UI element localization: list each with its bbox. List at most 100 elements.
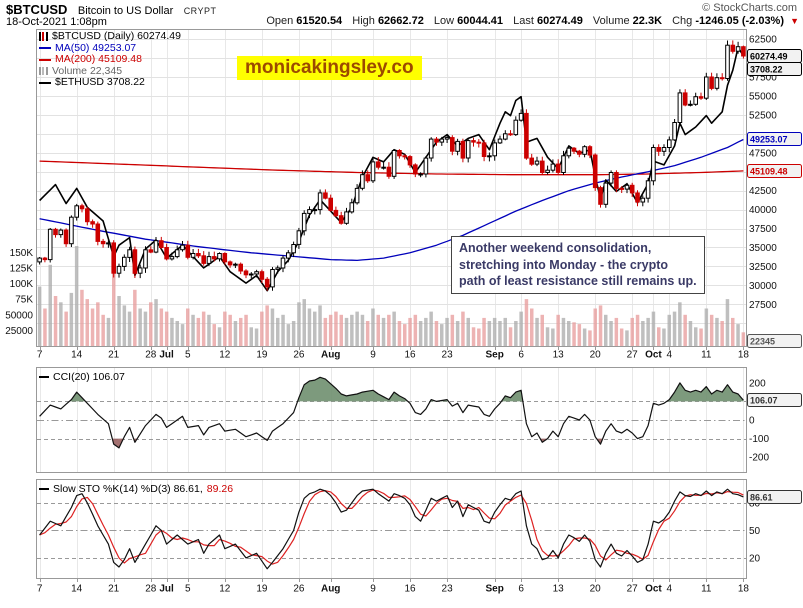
cci-line xyxy=(39,376,744,449)
candle-body xyxy=(307,209,312,214)
x-axis-label: 14 xyxy=(71,350,83,361)
volume-bar xyxy=(498,321,502,346)
candle-body xyxy=(524,112,529,159)
volume-axis-label: 125K xyxy=(10,263,34,274)
candle-body xyxy=(370,161,376,182)
legend-ma200-label: MA(200) 45109.48 xyxy=(55,53,142,65)
volume-bar xyxy=(212,324,216,346)
x-axis-label: 12 xyxy=(219,584,231,595)
candle-body xyxy=(365,174,370,182)
volume-bar xyxy=(503,317,507,346)
candle-body xyxy=(561,155,566,174)
legend-btcusd-label: $BTCUSD (Daily) 60274.49 xyxy=(52,30,181,42)
candle-body xyxy=(704,76,709,99)
sto-panel-border xyxy=(36,479,747,579)
stockcharts-copyright: © StockCharts.com xyxy=(702,2,797,14)
ethusd-value-badge xyxy=(747,62,802,76)
volume-bar xyxy=(678,302,682,347)
volume-value-badge-label: 22345 xyxy=(750,337,775,347)
volume-bar xyxy=(37,286,42,346)
volume-bar xyxy=(318,305,322,346)
volume-bar xyxy=(170,317,174,346)
candle-body xyxy=(312,209,318,212)
volume-bar xyxy=(286,324,291,346)
candle-body xyxy=(275,267,280,270)
volume-bar xyxy=(392,311,396,346)
x-axis-label: Jul xyxy=(159,584,174,595)
chart-header: $BTCUSD Bitcoin to US Dollar CRYPT xyxy=(6,1,217,19)
volume-bar xyxy=(736,324,740,346)
candle-body xyxy=(587,146,593,156)
volume-bar xyxy=(291,321,296,346)
volume-bar xyxy=(508,327,513,347)
change-down-triangle-icon: ▼ xyxy=(790,16,799,26)
x-axis-label: Oct xyxy=(645,584,662,595)
candle-body xyxy=(190,253,196,258)
candle-body xyxy=(555,163,561,173)
volume-bar xyxy=(191,314,195,347)
candle-body xyxy=(323,192,328,199)
candle-body xyxy=(598,187,603,205)
quote-chg-value: -1246.05 (-2.03%) xyxy=(695,15,785,27)
candle-body xyxy=(111,242,117,274)
volume-bar xyxy=(450,314,455,347)
volume-bar xyxy=(365,321,370,346)
volume-bar xyxy=(48,264,52,347)
candle-body xyxy=(354,187,360,204)
candle-body xyxy=(47,228,53,261)
quote-line: Open 61520.54 High 62662.72 Low 60044.41… xyxy=(259,15,799,27)
x-axis-label: 13 xyxy=(553,584,565,595)
volume-bar xyxy=(355,311,359,346)
candle-body xyxy=(206,256,212,264)
candle-body xyxy=(503,133,508,140)
cci-panel-border xyxy=(36,367,747,473)
volume-bar xyxy=(466,317,470,346)
candle-body xyxy=(497,138,503,144)
volume-bar xyxy=(323,317,328,346)
volume-bar xyxy=(482,317,486,346)
price-axis-label: 55000 xyxy=(749,91,777,102)
legend-volume-label: Volume 22,345 xyxy=(52,64,123,77)
candle-body xyxy=(270,269,275,288)
candle-body xyxy=(534,160,540,165)
candle-body xyxy=(492,142,497,157)
candle-body xyxy=(227,261,233,266)
candle-body xyxy=(243,270,249,276)
candle-body xyxy=(286,252,291,259)
x-axis-label: 18 xyxy=(738,350,750,361)
candle-body xyxy=(667,139,672,148)
volume-bar xyxy=(408,317,412,346)
x-axis-label: 13 xyxy=(553,350,565,361)
volume-bar xyxy=(381,317,386,346)
legend-row-btcusd: $BTCUSD (Daily) 60274.49 xyxy=(39,30,181,43)
indicator-panels-layer xyxy=(36,367,747,579)
volume-bar xyxy=(138,308,142,346)
main-panel-border xyxy=(36,29,747,347)
candle-body xyxy=(328,197,333,211)
volume-bar xyxy=(540,314,544,347)
candle-body xyxy=(688,103,693,106)
legend-sto-d-value: 89.26 xyxy=(206,483,234,495)
candle-body xyxy=(53,228,58,236)
volume-bar xyxy=(201,311,206,346)
quote-low-label: Low xyxy=(433,15,455,27)
volume-bar xyxy=(297,302,301,347)
x-axis-label: 9 xyxy=(370,584,376,595)
candle-body xyxy=(58,229,64,236)
x-axis-label: 6 xyxy=(518,350,524,361)
candle-body xyxy=(439,138,445,143)
ma200-line-icon xyxy=(39,58,51,61)
volume-bar xyxy=(307,308,312,346)
candle-body xyxy=(465,140,471,159)
candle-body xyxy=(714,77,720,89)
candle-body xyxy=(460,140,466,159)
quote-open-label: Open xyxy=(266,15,294,27)
candle-body xyxy=(682,92,688,106)
x-axis-label: 27 xyxy=(627,350,639,361)
cci-panel-legend: CCI(20) 106.07 xyxy=(39,371,125,383)
legend-row-ma50: MA(50) 49253.07 xyxy=(39,42,181,55)
candle-body xyxy=(476,141,482,144)
x-axis-label: 23 xyxy=(442,584,454,595)
x-axis-label: 12 xyxy=(219,350,231,361)
candle-body xyxy=(603,182,609,205)
